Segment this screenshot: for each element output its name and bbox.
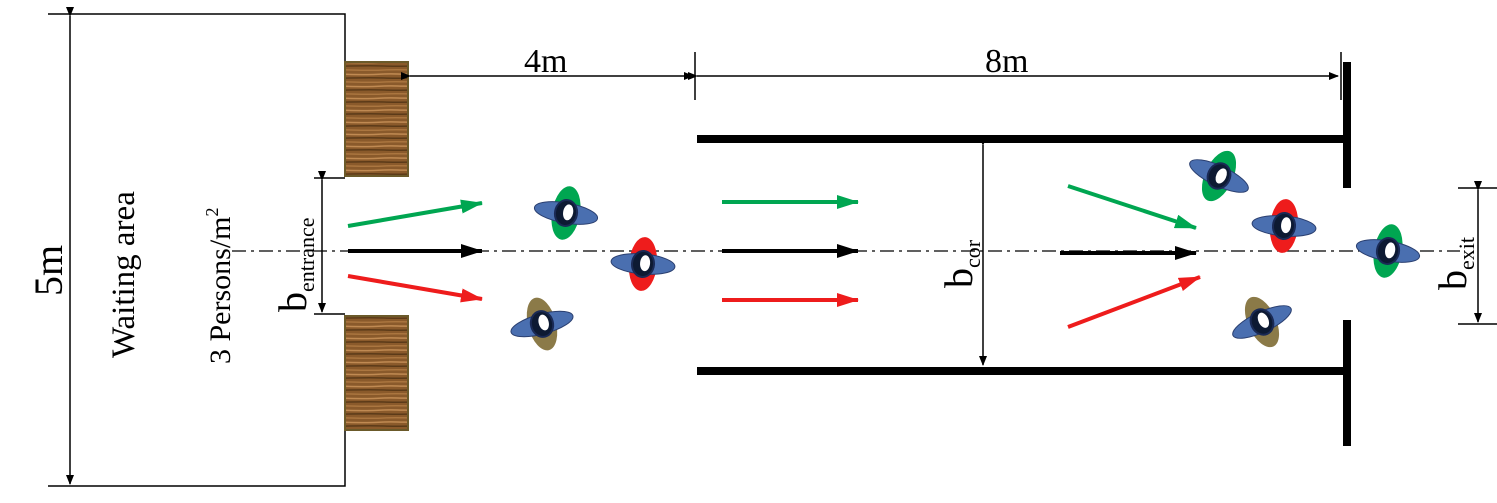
- pedestrian-olive: [1232, 296, 1292, 348]
- pedestrian-part: [1257, 312, 1270, 328]
- pedestrian-green: [533, 186, 599, 240]
- pedestrian-green: [1189, 150, 1249, 202]
- b-symbol-corridor: b: [936, 268, 981, 288]
- pedestrian-part: [640, 255, 651, 272]
- pedestrian-part: [563, 204, 574, 221]
- b-symbol-exit: b: [1430, 270, 1475, 290]
- corridor-length-label: 8m: [985, 43, 1028, 80]
- waiting-area-label: Waiting area: [106, 191, 142, 358]
- pedestrian-red: [610, 237, 676, 291]
- pedestrians-group: [510, 150, 1421, 351]
- pedestrian-olive: [510, 297, 574, 351]
- flow-arrow-green-entrance: [347, 199, 483, 228]
- height-label: 5m: [26, 245, 71, 296]
- entrance-block-bottom: [344, 315, 409, 431]
- density-value: 3 Persons/m: [204, 216, 237, 364]
- exit-subscript: exit: [1454, 237, 1479, 270]
- pedestrian-green: [1355, 224, 1421, 278]
- density-label: 3 Persons/m2: [202, 207, 237, 364]
- entrance-width-label: bentrance: [270, 218, 319, 313]
- pedestrian-part: [1385, 242, 1396, 259]
- b-symbol-entrance: b: [270, 292, 315, 312]
- entrance-subscript: entrance: [294, 218, 319, 293]
- pedestrian-part: [1281, 217, 1292, 234]
- flow-arrow-red-exit: [1067, 275, 1201, 329]
- pedestrian-part: [1215, 168, 1227, 184]
- distance-4m-label: 4m: [524, 43, 567, 80]
- flow-arrow-red-entrance: [347, 274, 483, 303]
- corridor-width-label: bcor: [936, 239, 985, 288]
- pedestrian-red: [1251, 199, 1317, 253]
- exit-width-label: bexit: [1430, 237, 1479, 290]
- density-superscript: 2: [202, 207, 222, 216]
- pedestrian-part: [538, 314, 549, 331]
- flow-arrow-green-exit: [1067, 184, 1197, 230]
- waiting-area-outline: [48, 13, 346, 62]
- cor-subscript: cor: [960, 239, 985, 268]
- waiting-area-outline-bottom: [48, 430, 346, 487]
- entrance-block-top: [344, 61, 409, 177]
